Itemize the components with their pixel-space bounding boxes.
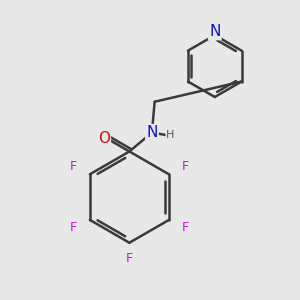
Text: F: F [182, 221, 189, 234]
Text: F: F [182, 160, 189, 173]
Text: F: F [70, 160, 76, 173]
Text: H: H [167, 130, 175, 140]
Text: N: N [146, 125, 158, 140]
Text: O: O [98, 131, 110, 146]
Text: F: F [126, 252, 133, 265]
Text: F: F [70, 221, 76, 234]
Text: N: N [209, 24, 220, 39]
